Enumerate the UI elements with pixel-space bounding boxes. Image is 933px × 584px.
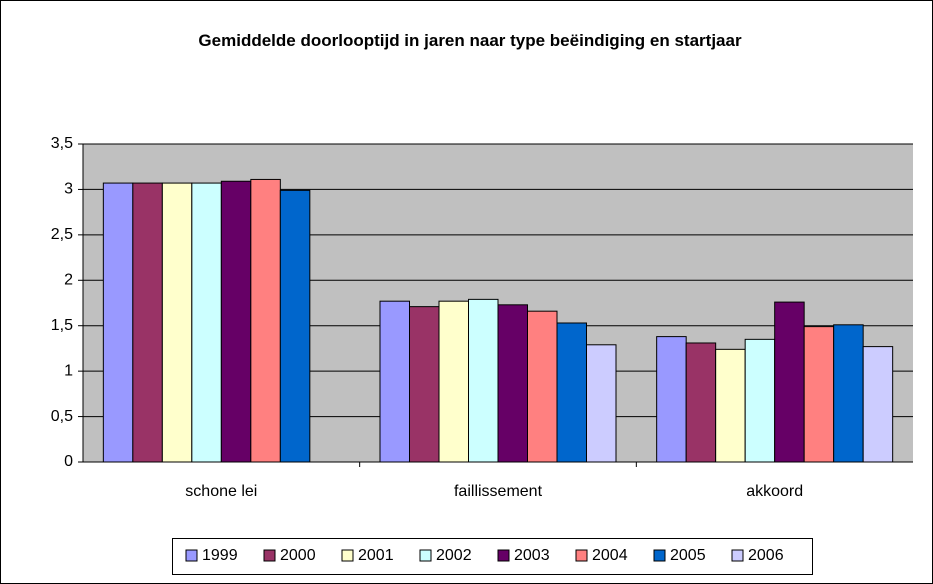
legend-swatch <box>731 549 744 562</box>
bar <box>685 342 717 463</box>
legend-label: 2002 <box>436 547 472 564</box>
chart-title: Gemiddelde doorlooptijd in jaren naar ty… <box>198 31 742 50</box>
bar <box>102 182 134 463</box>
y-tick-label: 1 <box>64 362 73 379</box>
legend-label: 2005 <box>670 547 706 564</box>
bar <box>527 310 558 463</box>
bar <box>161 182 193 463</box>
legend-swatch <box>263 549 276 562</box>
legend-swatch <box>185 549 198 562</box>
x-tick-label: akkoord <box>746 483 803 500</box>
bar <box>409 306 440 463</box>
bar <box>191 182 222 463</box>
bar <box>556 322 587 463</box>
legend-label: 2000 <box>280 547 316 564</box>
bar <box>468 298 499 463</box>
bar <box>656 336 687 463</box>
bar <box>774 301 805 463</box>
bar <box>497 304 528 463</box>
bar <box>279 189 311 463</box>
legend-label: 2001 <box>358 547 394 564</box>
y-tick-label: 0 <box>64 453 73 470</box>
bar <box>220 180 252 463</box>
y-tick-label: 3,5 <box>51 135 73 152</box>
y-tick-label: 2,5 <box>51 226 73 243</box>
bar <box>862 346 894 463</box>
legend-swatch <box>497 549 510 562</box>
y-tick-label: 2 <box>64 272 73 289</box>
legend-swatch <box>575 549 588 562</box>
legend-swatch <box>419 549 432 562</box>
y-tick-label: 1,5 <box>51 317 73 334</box>
y-tick-label: 3 <box>64 181 73 198</box>
legend-swatch <box>653 549 666 562</box>
y-tick-label: 0,5 <box>51 408 73 425</box>
bar <box>250 178 281 463</box>
legend-label: 2003 <box>514 547 550 564</box>
legend-label: 1999 <box>202 547 238 564</box>
bar <box>803 326 835 463</box>
bar <box>132 182 163 463</box>
legend-label: 2006 <box>748 547 784 564</box>
x-tick-label: schone lei <box>185 483 257 500</box>
bar <box>379 300 410 463</box>
legend-box <box>172 538 813 575</box>
bar <box>586 344 617 463</box>
bar <box>744 338 776 463</box>
legend-swatch <box>341 549 354 562</box>
bar <box>833 324 864 463</box>
legend-label: 2004 <box>592 547 628 564</box>
x-tick-label: faillissement <box>454 483 543 500</box>
bar <box>438 300 469 463</box>
bar <box>715 348 746 463</box>
